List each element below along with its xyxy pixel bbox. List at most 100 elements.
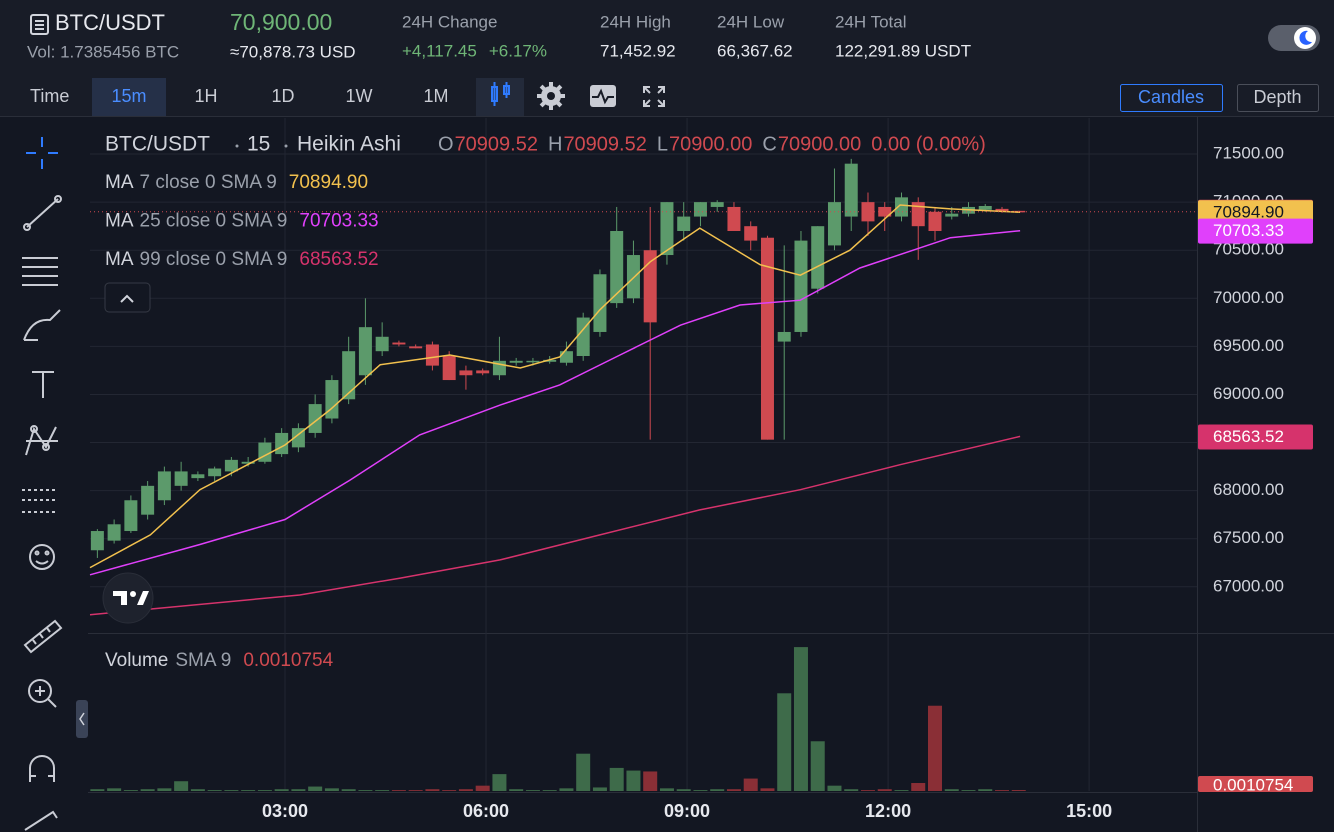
- volume-bar: [894, 790, 909, 791]
- y-tick-label: 70000.00: [1213, 288, 1284, 307]
- indicator-icon[interactable]: [590, 85, 616, 107]
- logo: [102, 572, 154, 624]
- ma-tag-label: 68563.52: [1213, 427, 1284, 446]
- candle-body: [526, 360, 540, 363]
- volume-bar: [475, 785, 490, 791]
- stat-label: 24H Change: [402, 12, 497, 31]
- candle-body: [760, 237, 774, 440]
- volume-bar: [274, 789, 289, 791]
- legend-toggle[interactable]: [104, 282, 151, 313]
- candle-body: [442, 356, 456, 381]
- volume-bar: [224, 790, 239, 791]
- last-price: 70,900.00: [230, 9, 332, 35]
- separator-dot: [284, 144, 288, 148]
- volume-bar: [643, 771, 658, 791]
- volume-name: Volume: [105, 650, 168, 671]
- candle-icon: [491, 82, 510, 106]
- volume-bar: [877, 789, 892, 791]
- candle-body: [827, 202, 841, 246]
- drawing-tools[interactable]: [22, 137, 63, 831]
- volume-bar: [777, 693, 792, 791]
- candle-body: [559, 351, 573, 363]
- volume-bar: [90, 789, 105, 791]
- interval-button-active[interactable]: [92, 78, 166, 116]
- y-tick-label: 71500.00: [1213, 144, 1284, 163]
- candle-body: [308, 404, 322, 433]
- candle-body: [744, 226, 758, 241]
- stat-value: +6.17%: [489, 41, 547, 60]
- volume-bar: [609, 767, 624, 791]
- candle-body: [928, 211, 942, 231]
- volume-bar: [241, 790, 256, 791]
- candle-body: [90, 531, 104, 551]
- candle-body: [911, 202, 925, 227]
- ma-value: 68563.52: [299, 249, 378, 270]
- ohlc-value: 70900.00: [778, 133, 861, 155]
- candle-body: [710, 202, 724, 207]
- volume-tag-label: 0.0010754: [1213, 775, 1293, 794]
- candle-body: [543, 359, 557, 362]
- ma-params: 99 close 0 SMA 9: [140, 249, 288, 270]
- candle-body: [643, 250, 657, 323]
- candle-body: [241, 461, 255, 464]
- volume-bar: [995, 790, 1010, 791]
- interval-button: 1W: [346, 86, 373, 106]
- volume-bar: [308, 786, 323, 791]
- volume-bar: [391, 790, 406, 791]
- time-label: Time: [30, 86, 69, 106]
- plot-area: 67000.0067500.0068000.0068500.0069000.00…: [89, 118, 1284, 791]
- candle-body: [861, 202, 875, 222]
- ma-name: MA: [105, 172, 134, 193]
- chart-type-button[interactable]: [476, 78, 524, 116]
- volume-bar: [157, 788, 172, 791]
- settings-icon[interactable]: [537, 82, 565, 110]
- volume-bar: [827, 785, 842, 791]
- candle-body: [375, 336, 389, 352]
- volume-bar: [358, 790, 373, 791]
- usd-price: ≈70,878.73 USD: [230, 42, 356, 61]
- candle-body: [425, 344, 439, 366]
- x-tick-label: 15:00: [1066, 801, 1112, 821]
- candle-body: [811, 226, 825, 289]
- legend-symbol: BTC/USDT: [105, 133, 210, 156]
- volume-bar: [425, 789, 440, 791]
- collapse-tab[interactable]: [76, 700, 88, 738]
- ohlc-value: 70900.00: [669, 133, 752, 155]
- stat-label: 24H Low: [717, 12, 785, 31]
- y-tick-label: 67500.00: [1213, 528, 1284, 547]
- y-tick-label: 70500.00: [1213, 240, 1284, 259]
- candle-body: [224, 459, 238, 472]
- candle-body: [945, 213, 959, 217]
- candle-body: [342, 351, 356, 400]
- interval-button: 1M: [423, 86, 448, 106]
- volume-bar: [1011, 790, 1026, 791]
- volume-bar: [341, 789, 356, 791]
- stat-value: +4,117.45: [402, 41, 477, 60]
- volume-bar: [123, 790, 138, 791]
- theme-toggle[interactable]: [1268, 25, 1320, 51]
- view-label: Candles: [1138, 87, 1204, 107]
- volume-bar: [559, 788, 574, 791]
- ma-value: 70703.33: [299, 211, 378, 232]
- toolbar: [0, 78, 1334, 116]
- candle-body: [124, 500, 138, 532]
- ma-line: [89, 229, 1021, 576]
- ma-name: MA: [105, 249, 134, 270]
- view-button[interactable]: [1237, 84, 1319, 112]
- candle-body: [191, 474, 205, 479]
- volume-bar: [693, 790, 708, 791]
- volume-bar: [911, 783, 926, 791]
- fullscreen-icon[interactable]: [643, 86, 665, 107]
- y-tick-label: 68000.00: [1213, 480, 1284, 499]
- candle-body: [727, 206, 741, 231]
- symbol-icon: [30, 14, 49, 35]
- volume-bar: [944, 789, 959, 791]
- ma-line: [89, 204, 1021, 569]
- candle-body: [107, 524, 121, 541]
- view-button[interactable]: [1120, 84, 1223, 112]
- volume-bar: [793, 647, 808, 791]
- volume-indicator: SMA 9: [175, 650, 231, 671]
- view-label: Depth: [1253, 87, 1301, 107]
- ma-name: MA: [105, 211, 134, 232]
